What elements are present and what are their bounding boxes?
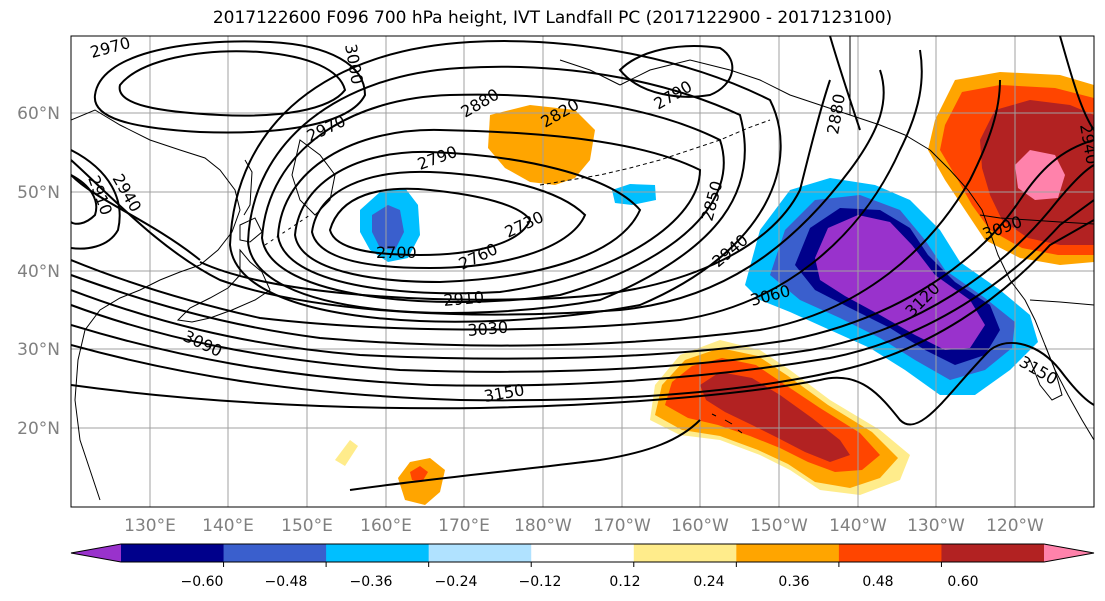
colorbar-extend-min	[71, 544, 121, 562]
contour-2880	[228, 40, 782, 323]
longitude-label: 130°W	[907, 516, 965, 536]
colorbar	[70, 543, 1095, 567]
longitude-label: 120°W	[986, 516, 1044, 536]
contour-2820	[260, 93, 725, 304]
coastline-hawaii	[711, 413, 743, 434]
colorbar-extend-max	[1044, 544, 1094, 562]
contour-3000-north	[118, 50, 347, 117]
coastline-na-west	[929, 149, 1094, 441]
map-title: 2017122600 F096 700 hPa height, IVT Land…	[212, 8, 893, 28]
positive-anomaly-hawaii-core	[700, 372, 850, 462]
contour-3000	[71, 79, 1001, 347]
colorbar-tick-label: 0.24	[693, 574, 724, 590]
longitude-label: 140°W	[829, 516, 887, 536]
contour-2940	[71, 69, 885, 316]
contour-2910-nw	[71, 174, 98, 225]
colorbar-tick-label: 0.12	[609, 574, 640, 590]
map-content: 2970 3000 2880 2820 2790 2880 2910 2940 …	[71, 36, 1094, 507]
colorbar-swatch	[326, 544, 430, 562]
contour-3060	[71, 164, 1094, 373]
longitude-labels: 130°E 140°E 150°E 160°E 170°E 180°W 170°…	[124, 516, 1044, 536]
latitude-labels: 20°N 30°N 40°N 50°N 60°N	[17, 104, 60, 439]
contour-2760	[293, 150, 642, 284]
contour-2910	[199, 79, 831, 301]
colorbar-swatch	[736, 544, 840, 562]
longitude-label: 170°E	[438, 516, 490, 536]
colorbar-tick-label: 0.60	[947, 574, 978, 590]
longitude-label: 150°W	[750, 516, 808, 536]
coastline-aleutians	[539, 119, 771, 186]
colorbar-swatch	[633, 544, 737, 562]
latitude-label: 40°N	[17, 262, 60, 282]
contour-3030	[71, 139, 1094, 360]
negative-anomaly-core-west	[372, 205, 404, 250]
contour-2940-nw	[71, 149, 121, 250]
map-frame-border	[70, 35, 1095, 508]
contour-label: 3030	[467, 318, 509, 340]
colorbar-outline	[70, 543, 1095, 563]
border-us-canada	[979, 214, 1094, 225]
colorbar-tick-label: −0.36	[350, 574, 393, 590]
colorbar-swatch	[838, 544, 942, 562]
height-contours	[71, 36, 1094, 491]
contour-2700	[328, 187, 532, 257]
coastline-kurils	[264, 214, 311, 246]
contour-ne-2940	[1059, 36, 1094, 131]
longitude-label: 130°E	[124, 516, 176, 536]
longitude-label: 160°W	[671, 516, 729, 536]
latitude-label: 50°N	[17, 183, 60, 203]
colorbar-tick-label: −0.24	[435, 574, 478, 590]
latitude-label: 30°N	[17, 340, 60, 360]
ivt-shading	[335, 72, 1094, 505]
contour-2790	[276, 128, 702, 295]
longitude-label: 180°W	[514, 516, 572, 536]
contour-3150	[71, 341, 1094, 426]
colorbar-tick-label: 0.48	[862, 574, 893, 590]
contour-2730	[310, 170, 587, 270]
colorbar-tick-label: 0.36	[778, 574, 809, 590]
negative-anomaly-patch-small	[612, 184, 656, 205]
longitude-label: 140°E	[202, 516, 254, 536]
contour-2970-north	[93, 40, 367, 134]
colorbar-swatch	[941, 544, 1045, 562]
longitude-label: 160°E	[360, 516, 412, 536]
colorbar-swatch	[428, 544, 532, 562]
colorbar-swatch	[223, 544, 327, 562]
border-us-mexico	[1029, 299, 1094, 306]
colorbar-tick-label: −0.60	[181, 574, 224, 590]
coastline-baja	[1029, 344, 1063, 401]
contour-3090	[71, 199, 1094, 387]
contour-label: 2910	[443, 288, 485, 310]
contour-ne-2880	[829, 36, 861, 131]
coastline-east-asia	[71, 109, 241, 501]
colorbar-swatch	[531, 544, 635, 562]
colorbar-tick-labels: −0.60 −0.48 −0.36 −0.24 −0.12 0.12 0.24 …	[181, 574, 979, 590]
contour-3120	[71, 219, 1094, 402]
longitude-label: 150°E	[281, 516, 333, 536]
coastline-hokkaido	[239, 217, 263, 243]
contour-2970	[71, 49, 923, 331]
positive-anomaly-patch-south-core	[410, 466, 428, 482]
longitude-label: 170°W	[593, 516, 651, 536]
colorbar-tick-label: −0.12	[519, 574, 562, 590]
contour-3150-south	[349, 419, 701, 491]
positive-anomaly-speck	[335, 440, 358, 466]
latitude-label: 60°N	[17, 104, 60, 124]
contour-label: 2700	[376, 243, 417, 262]
coastline-alaska	[619, 59, 931, 151]
contour-2790-north	[618, 45, 734, 98]
colorbar-swatch	[121, 544, 225, 562]
coastline-japan	[176, 248, 271, 323]
latitude-label: 20°N	[17, 419, 60, 439]
positive-anomaly-patch-north	[488, 105, 595, 185]
colorbar-tick-label: −0.48	[265, 574, 308, 590]
